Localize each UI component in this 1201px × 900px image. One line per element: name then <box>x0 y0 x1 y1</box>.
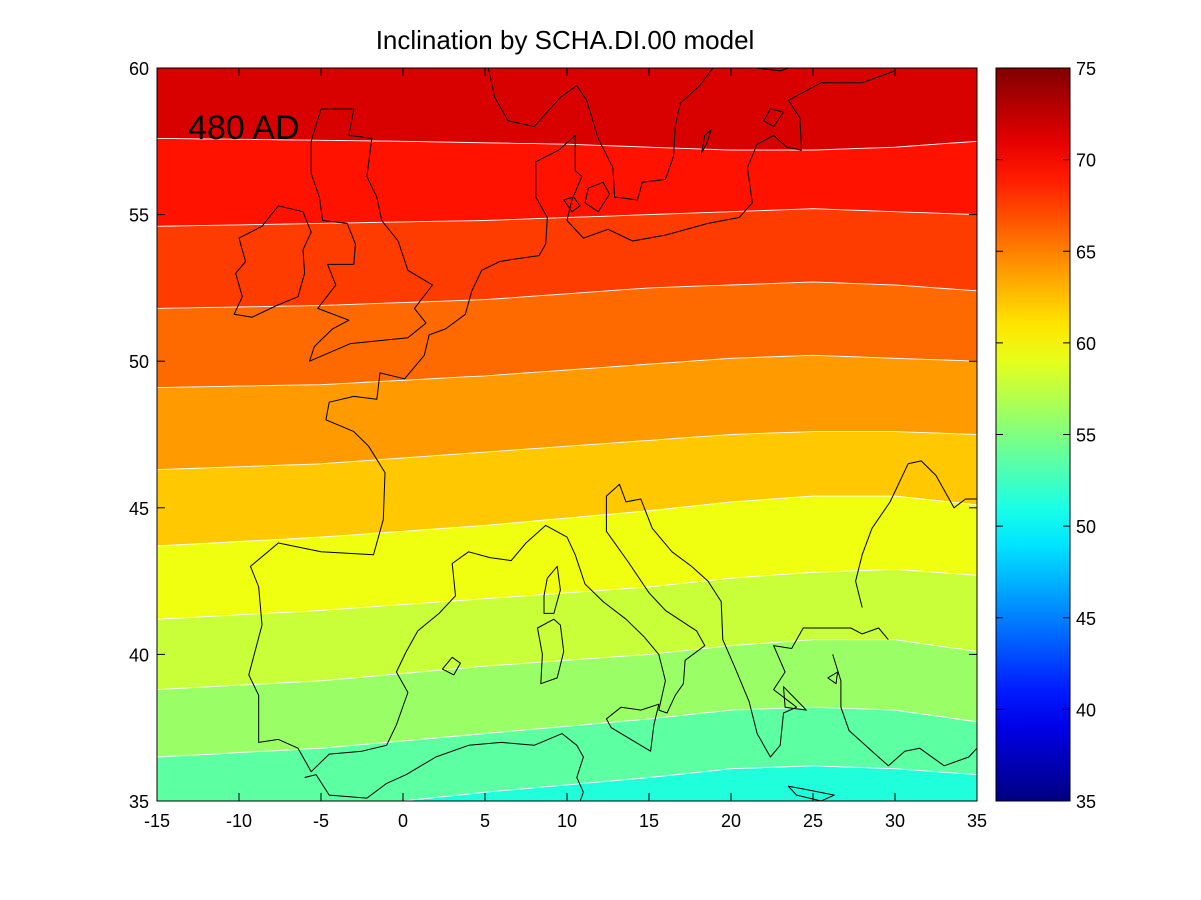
x-tick-label: -15 <box>144 811 170 831</box>
colorbar-tick-label: 50 <box>1076 517 1096 537</box>
x-tick-label: 5 <box>480 811 490 831</box>
isoline-52 <box>157 765 977 801</box>
isoline-68 <box>157 208 977 227</box>
colorbar-tick-label: 55 <box>1076 426 1096 446</box>
x-axis: -15 -10 -5 0 5 10 15 20 25 30 35 <box>144 68 987 831</box>
coastlines <box>233 68 977 801</box>
coastline-continent-west <box>248 70 896 773</box>
coastline-turkey-aegean <box>832 654 977 767</box>
coastline-gotland <box>701 129 712 154</box>
x-tick-label: 30 <box>885 811 905 831</box>
coastline-zealand <box>584 181 611 213</box>
coastline-lesbos <box>827 671 839 685</box>
x-tick-label: 15 <box>639 811 659 831</box>
inclination-bands <box>157 68 977 801</box>
coastline-funen <box>563 196 581 213</box>
coastline-mediterranean-north <box>386 483 889 758</box>
colorbar-tick-label: 40 <box>1076 700 1096 720</box>
y-tick-label: 35 <box>129 792 149 812</box>
y-tick-label: 45 <box>129 499 149 519</box>
y-axis: 60 55 50 45 40 35 <box>129 59 977 812</box>
colorbar-tick-label: 35 <box>1076 792 1096 812</box>
colorbar-tick-label: 75 <box>1076 59 1096 79</box>
colorbar-tick-label: 45 <box>1076 609 1096 629</box>
coastline-sicily <box>605 703 660 752</box>
coastline-crete <box>787 785 835 801</box>
isoline-60 <box>157 495 977 547</box>
isoline-62 <box>157 431 977 471</box>
x-tick-label: 25 <box>803 811 823 831</box>
x-tick-label: -5 <box>313 811 329 831</box>
y-tick-label: 40 <box>129 645 149 665</box>
coastline-scandinavia <box>487 68 714 201</box>
isoline-54 <box>157 706 977 758</box>
coastline-ireland <box>233 205 312 318</box>
coastline-finland-south <box>755 68 879 72</box>
coastline-corsica <box>543 565 561 614</box>
x-tick-label: 20 <box>721 811 741 831</box>
isoline-64 <box>157 354 977 389</box>
x-tick-label: 0 <box>398 811 408 831</box>
contour-lines <box>157 137 977 801</box>
map-plot-area <box>157 68 977 801</box>
epoch-label: 480 AD <box>188 109 300 147</box>
y-tick-label: 55 <box>129 206 149 226</box>
coastline-great-britain <box>309 108 433 362</box>
coastline-north-africa <box>304 733 584 801</box>
coastline-saaremaa <box>763 108 784 128</box>
isoline-70 <box>157 137 977 151</box>
colorbar-ticks: 75 70 65 60 55 50 45 40 35 <box>996 59 1096 812</box>
colorbar-gradient <box>996 68 1070 801</box>
coastline-mallorca <box>441 656 461 676</box>
y-tick-label: 60 <box>129 59 149 79</box>
coastline-euboea <box>783 686 807 711</box>
y-tick-label: 50 <box>129 352 149 372</box>
colorbar-tick-label: 60 <box>1076 334 1096 354</box>
colorbar-tick-label: 70 <box>1076 151 1096 171</box>
chart-title: Inclination by SCHA.DI.00 model <box>376 25 755 55</box>
isoline-58 <box>157 568 977 620</box>
coastline-sardinia <box>537 618 565 685</box>
x-tick-label: 35 <box>967 811 987 831</box>
coastline-black-sea <box>855 460 977 608</box>
colorbar-tick-label: 65 <box>1076 242 1096 262</box>
x-tick-label: -10 <box>226 811 252 831</box>
isoline-56 <box>157 639 977 691</box>
isoline-66 <box>157 281 977 309</box>
x-tick-label: 10 <box>557 811 577 831</box>
colorbar: 75 70 65 60 55 50 45 40 35 <box>995 59 1096 812</box>
